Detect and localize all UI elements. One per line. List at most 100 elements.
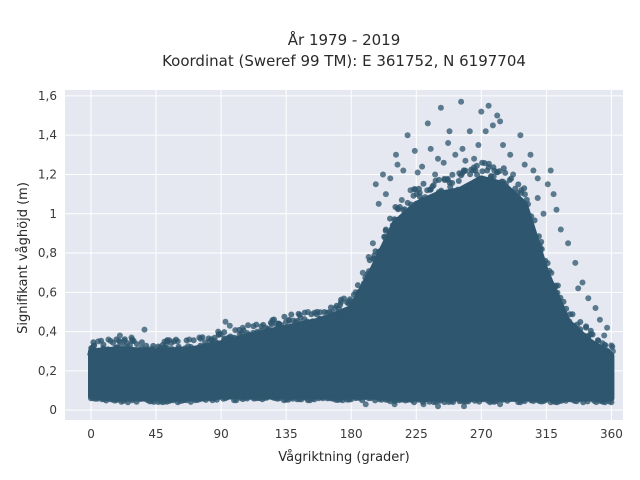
data-point (601, 332, 608, 339)
data-point (500, 142, 506, 148)
data-point (306, 324, 313, 331)
data-point (547, 399, 554, 406)
y-tick-label: 1,4 (38, 128, 57, 142)
data-point (226, 322, 233, 329)
data-point (435, 155, 441, 162)
data-point (565, 319, 572, 326)
data-point (174, 338, 181, 345)
data-point (138, 339, 145, 346)
data-point (544, 181, 551, 188)
data-point (530, 167, 537, 174)
data-point (380, 171, 386, 178)
data-point (352, 300, 358, 307)
data-point (535, 233, 542, 240)
data-point (601, 342, 608, 349)
data-point (572, 259, 579, 266)
y-tick-label: 1 (49, 207, 57, 221)
data-point (505, 188, 512, 195)
data-point (462, 157, 469, 164)
data-point (128, 334, 135, 341)
data-point (404, 132, 411, 139)
data-point (326, 309, 333, 315)
data-point (482, 128, 489, 135)
data-point (420, 180, 427, 187)
data-point (281, 313, 288, 320)
data-point (345, 308, 351, 315)
data-point (286, 316, 293, 323)
data-point (405, 210, 412, 217)
data-point (288, 311, 295, 318)
data-point (497, 401, 504, 408)
data-point (471, 155, 478, 162)
data-point (304, 309, 311, 315)
data-point (598, 347, 605, 354)
data-point (585, 295, 592, 302)
x-tick-label: 270 (470, 427, 493, 441)
y-axis-title: Signifikant våghöjd (m) (16, 182, 31, 334)
data-point (496, 168, 503, 175)
data-point (369, 240, 376, 247)
data-point (494, 112, 501, 119)
data-point (426, 200, 433, 207)
data-point (525, 201, 531, 208)
x-tick-label: 225 (405, 427, 428, 441)
data-point (212, 344, 219, 351)
data-point (594, 337, 601, 344)
data-point (239, 324, 246, 331)
data-point (455, 186, 461, 193)
data-point (604, 348, 611, 355)
data-point (446, 128, 453, 135)
data-point (391, 401, 398, 408)
data-point (90, 342, 97, 349)
data-point (190, 337, 197, 344)
data-point (381, 233, 388, 240)
data-point (466, 128, 473, 135)
data-point (359, 269, 366, 276)
data-point (419, 163, 426, 170)
data-point (459, 145, 466, 152)
y-tick-label: 0 (49, 403, 57, 417)
data-point (253, 321, 260, 328)
data-point (490, 173, 497, 180)
data-point (575, 285, 582, 292)
data-point (196, 334, 203, 341)
data-point (550, 191, 557, 198)
data-point (608, 399, 615, 406)
x-tick-label: 45 (148, 427, 163, 441)
data-point (569, 311, 576, 318)
data-point (275, 328, 282, 335)
data-point (393, 151, 399, 158)
data-point (502, 180, 509, 187)
data-point (540, 210, 547, 217)
data-point (411, 147, 418, 154)
data-point (298, 320, 305, 327)
data-point (583, 324, 589, 331)
data-point (445, 140, 452, 146)
data-point (467, 171, 474, 178)
data-point (515, 181, 522, 188)
y-tick-label: 1,2 (38, 167, 57, 181)
data-point (440, 159, 447, 166)
data-point (560, 298, 567, 305)
data-point (437, 189, 444, 196)
data-point (583, 338, 590, 345)
data-point (497, 118, 504, 125)
x-axis-title: Vågriktning (grader) (278, 450, 409, 465)
data-point (245, 322, 252, 329)
data-point (579, 279, 586, 286)
data-point (531, 217, 538, 224)
data-point (607, 355, 613, 362)
data-point (521, 191, 528, 198)
data-point (601, 397, 608, 404)
data-point (424, 120, 431, 127)
data-point (596, 316, 603, 323)
data-point (529, 223, 535, 230)
data-point (449, 171, 456, 178)
data-point (517, 132, 524, 139)
data-point (500, 165, 507, 172)
data-point (521, 185, 528, 192)
data-point (462, 167, 469, 174)
data-point (145, 346, 152, 353)
data-point (265, 332, 272, 339)
